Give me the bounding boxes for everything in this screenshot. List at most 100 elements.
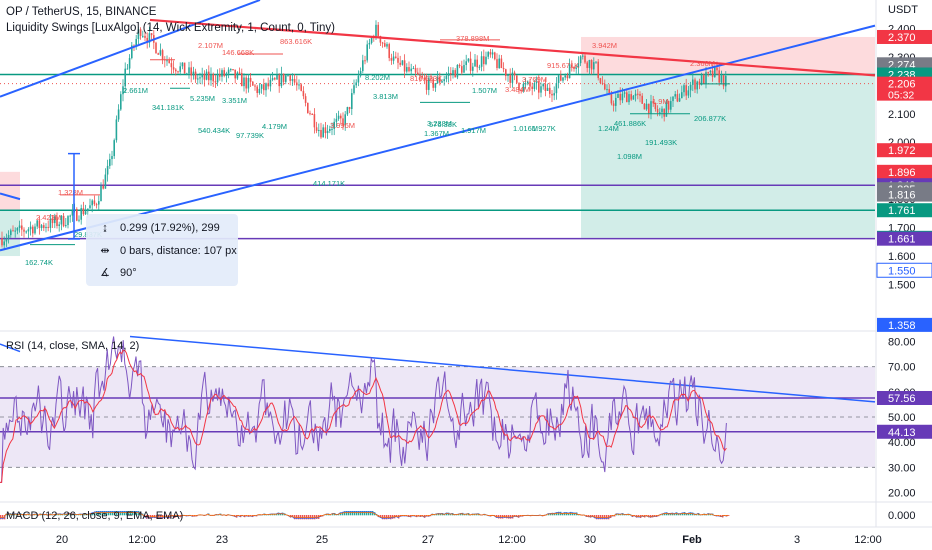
volume-label-green: 8.202M [365,73,390,82]
candle-body [568,64,571,79]
macd-histogram-bar [450,513,452,516]
macd-legend[interactable]: MACD (12, 26, close, 9, EMA, EMA) [6,510,184,522]
candle-body [485,56,487,65]
candle-body [170,63,173,68]
volume-label-red: 3.942M [592,41,617,50]
candle-body [500,58,503,69]
candle-body [120,94,122,110]
candle-body [676,94,679,102]
volume-label-green: 1.917M [461,126,486,135]
candle-body [509,74,511,83]
volume-label-red: 863.616K [280,37,312,46]
candle-body [368,42,371,45]
macd-histogram-bar [62,514,64,516]
candle-body [43,225,45,229]
candle-body [203,73,206,80]
candle-body [38,220,41,229]
candle-body [452,70,454,75]
candle-body [513,72,516,76]
candle-body [298,84,300,86]
candle-body [520,90,522,92]
price-badge-label: 1.761 [888,205,916,217]
candle-body [315,127,318,131]
candle-body [243,77,245,87]
candle-body [678,98,681,102]
candle-body [304,96,307,103]
indicator-title[interactable]: Liquidity Swings [LuxAlgo] (14, Wick Ext… [6,22,335,34]
candle-body [652,101,654,103]
rsi-legend[interactable]: RSI (14, close, SMA, 14, 2) [6,340,140,352]
price-badge [877,76,932,101]
candle-body [45,226,47,229]
candle-body [555,83,558,94]
volume-label-green: 1.507M [472,86,497,95]
volume-label-red: 3.996M [330,121,355,130]
macd-histogram-bar [556,512,558,516]
macd-histogram-bar [120,511,122,516]
candle-body [507,74,509,76]
candle-body [179,66,181,72]
macd-histogram-bar [364,511,366,516]
rsi-tick-label: 70.00 [888,362,916,374]
candle-body [430,77,432,79]
time-tick-label: 12:00 [854,534,882,546]
candle-body [575,67,577,69]
candle-body [546,87,549,91]
candle-body [214,81,217,83]
candle-body [681,92,683,99]
candle-body [331,128,333,130]
candle-body [355,82,357,86]
time-tick-label: 3 [794,534,800,546]
candle-body [326,130,329,134]
candle-body [265,83,267,91]
macd-histogram-bar [106,511,108,516]
candle-body [410,68,412,72]
candle-body [67,216,69,226]
candle-body [313,114,316,128]
candle-body [348,107,351,109]
candle-body [227,69,230,74]
candle-body [296,82,298,86]
candle-body [670,101,672,110]
candle-body [282,73,285,82]
candle-body [14,230,16,232]
candle-body [117,109,120,120]
candle-body [612,103,615,106]
candle-body [102,185,104,189]
candle-body [445,75,448,80]
candle-body [648,103,650,114]
candle-body [705,72,707,84]
candle-body [254,85,256,87]
macd-histogram-bar [706,514,708,516]
candle-body [399,62,401,65]
candle-body [289,75,291,81]
candle-body [683,85,685,93]
volume-label-green: 162.74K [25,258,53,267]
macd-histogram-bar [38,515,40,516]
candle-body [247,77,250,89]
candle-body [104,174,107,189]
candle-body [131,45,133,59]
macd-histogram-bar [562,513,564,516]
macd-histogram-bar [370,511,372,516]
macd-line [0,511,729,519]
candle-body [287,75,289,77]
macd-histogram-bar [436,513,438,516]
candle-body [342,118,344,126]
candle-body [128,58,131,69]
macd-histogram-bar [330,514,332,516]
candle-body [560,75,562,81]
candle-body [269,79,272,87]
macd-signal-line [0,512,729,518]
candle-body [351,93,353,109]
macd-histogram-bar [356,511,358,516]
candle-body [109,159,111,166]
candle-body [494,52,496,60]
measure-tooltip: ↨ 0.299 (17.92%), 299 ⇹ 0 bars, distance… [86,214,238,286]
candle-body [150,33,153,36]
candle-body [276,74,278,80]
rsi-tick-label: 80.00 [888,337,916,349]
candle-body [307,102,309,114]
candle-body [617,93,619,98]
